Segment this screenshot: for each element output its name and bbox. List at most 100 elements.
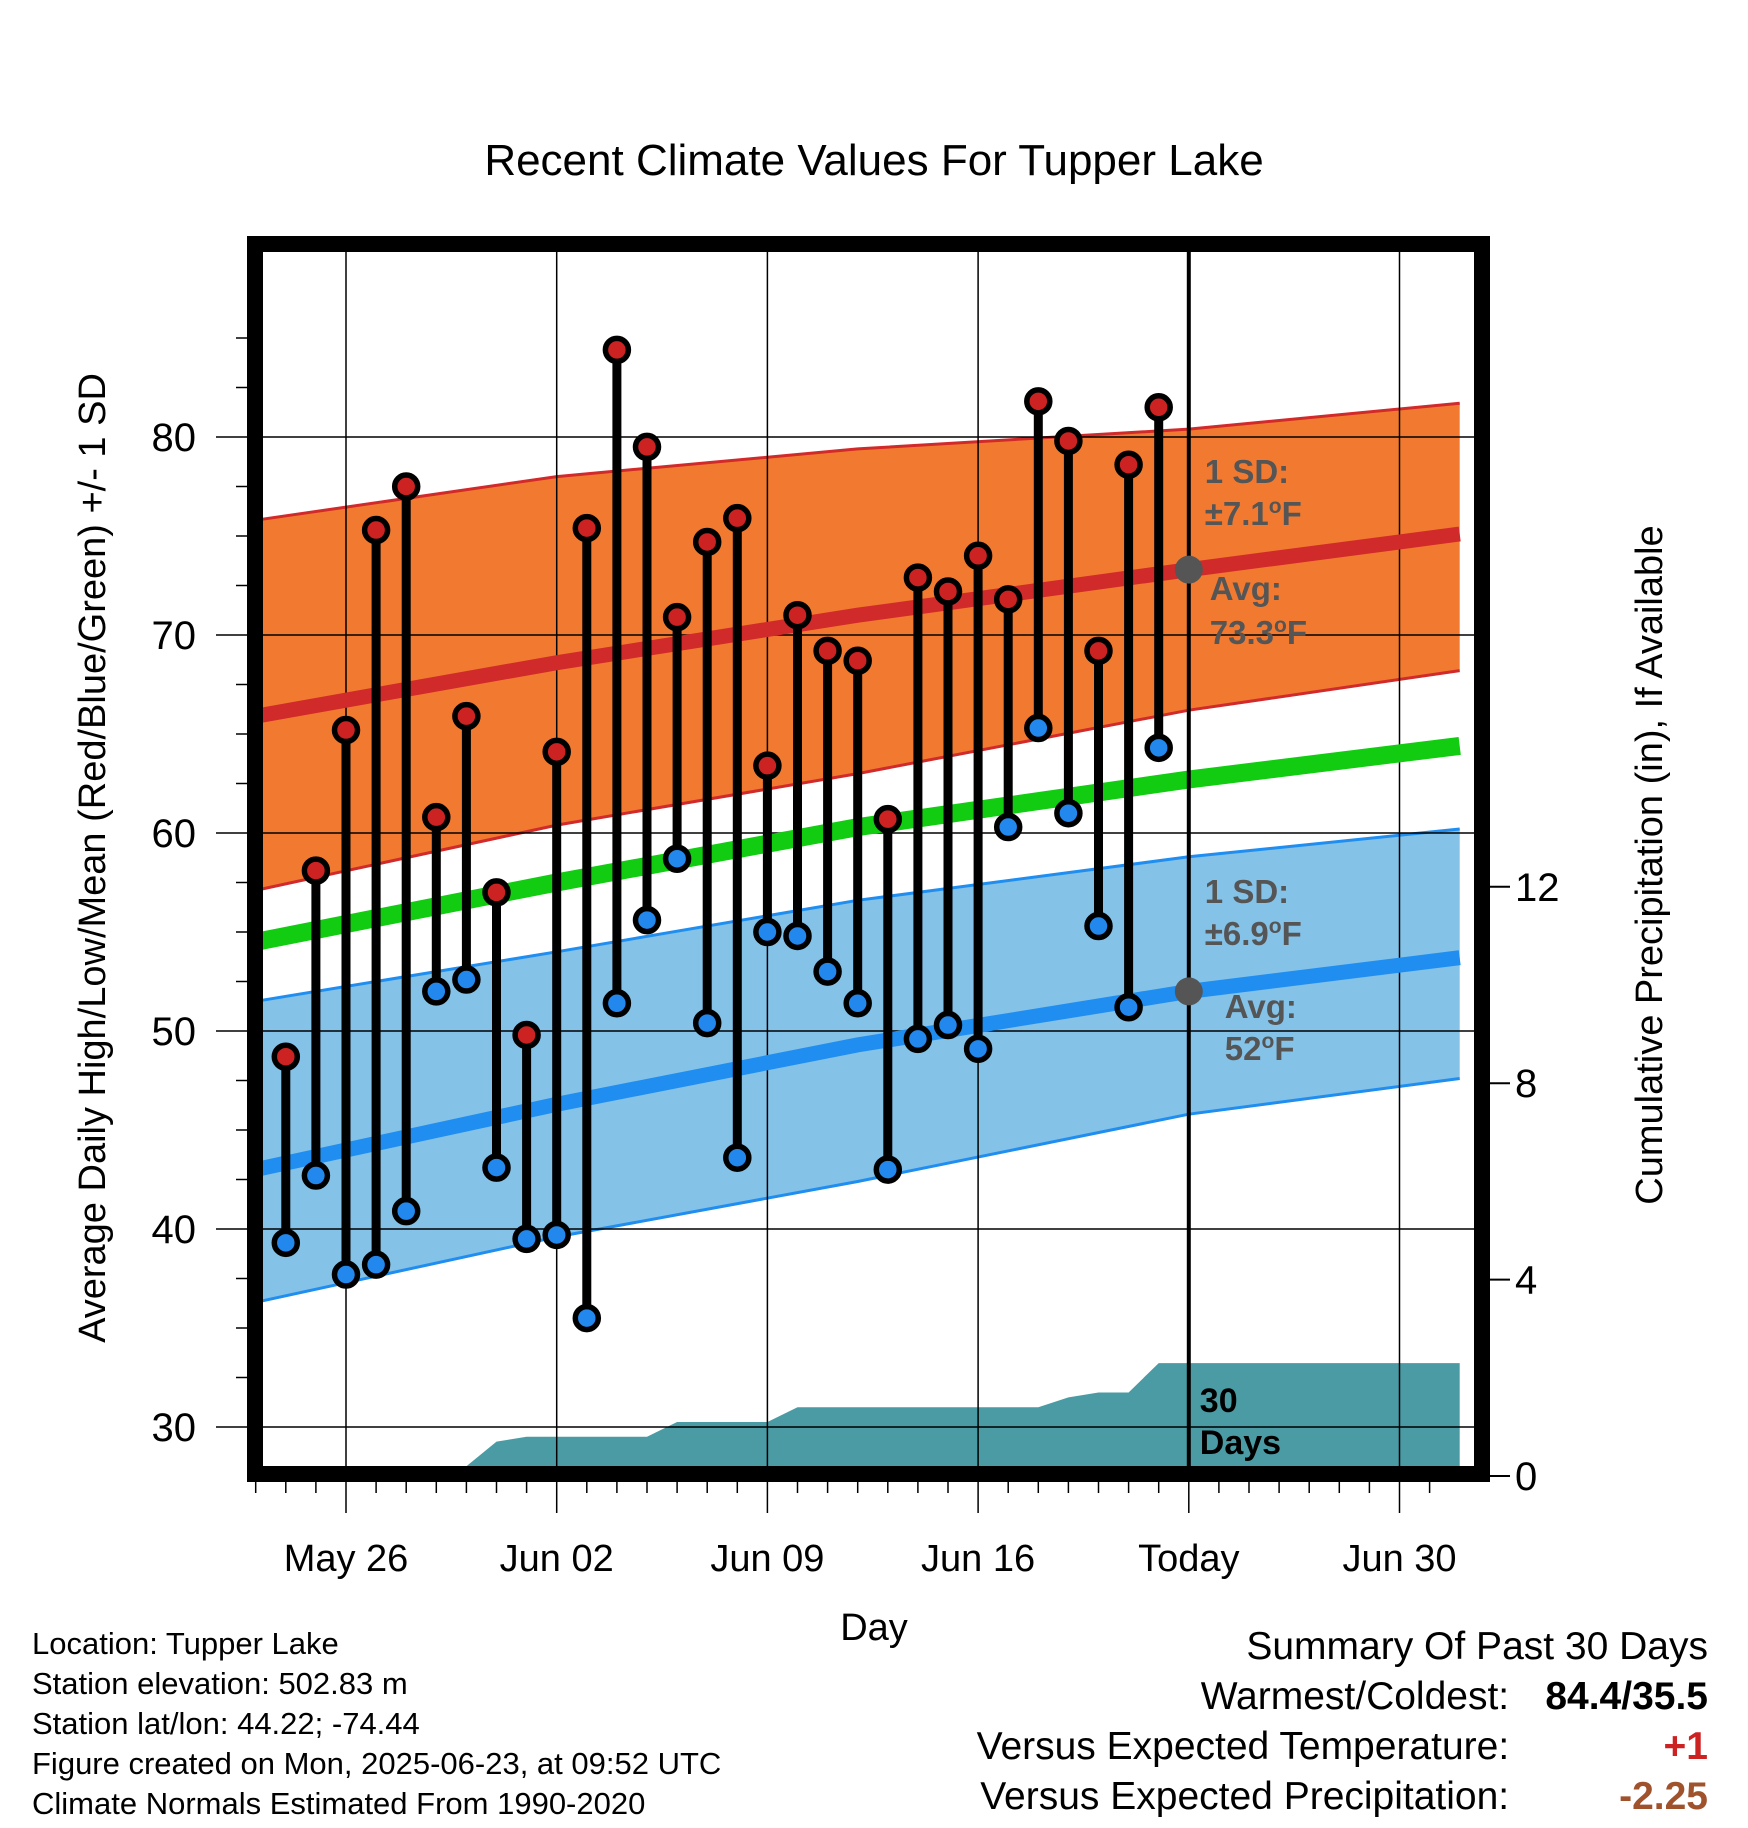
y-tick-label: 50 — [152, 1010, 197, 1054]
obs-high-point — [963, 541, 993, 571]
obs-high-point — [452, 701, 481, 731]
y2-axis-label: Cumulative Precipitation (in), If Availa… — [1629, 525, 1671, 1204]
high-sd-upper-line — [255, 401, 1460, 522]
y-tick-label: 70 — [152, 614, 197, 658]
obs-low-point — [602, 989, 632, 1018]
obs-low-point — [512, 1224, 541, 1254]
x-tick-label: Jun 09 — [710, 1538, 824, 1580]
obs-low-point — [662, 844, 692, 873]
obs-high-point — [422, 802, 451, 832]
y2-tick-label: 4 — [1515, 1259, 1537, 1303]
plot-content: 1 SD: ±7.1oF Avg: 73.3oF 1 SD: ±6.9oF Avg: 52oF… — [255, 244, 1482, 1474]
x-tick-label: Jun 30 — [1342, 1538, 1456, 1580]
x-tick-label: May 26 — [284, 1538, 409, 1580]
high-sd-label: 1 SD: — [1205, 453, 1289, 490]
x-axis-label: Day — [840, 1607, 908, 1649]
obs-low-point — [723, 1143, 752, 1172]
summary-precip-value: -2.25 — [1619, 1775, 1708, 1818]
obs-high-point — [1024, 387, 1053, 416]
low-sd-value: ±6.9oF — [1205, 915, 1302, 952]
obs-low-point — [903, 1024, 933, 1054]
info-latlon: Station lat/lon: 44.22; -74.44 — [32, 1706, 420, 1741]
info-elevation: Station elevation: 502.83 m — [32, 1666, 408, 1701]
obs-low-point — [692, 1008, 722, 1038]
high-sd-value: ±7.1oF — [1205, 495, 1302, 532]
avg-high-line — [255, 526, 1461, 724]
obs-high-point — [542, 737, 571, 767]
obs-low-point — [933, 1010, 963, 1040]
y-tick-label: 30 — [152, 1406, 197, 1450]
summary-precip-row: Versus Expected Precipitation: -2.25 — [977, 1772, 1708, 1822]
plot-area: 1 SD: ±7.1oF Avg: 73.3oF 1 SD: ±6.9oF Avg: 52oF… — [255, 244, 1482, 1474]
obs-low-point — [1024, 713, 1053, 743]
low-sd-label: 1 SD: — [1205, 873, 1289, 910]
obs-high-point — [1114, 450, 1143, 479]
obs-low-point — [361, 1250, 391, 1279]
y-tick-label: 60 — [152, 812, 197, 856]
chart-title: Recent Climate Values For Tupper Lake — [484, 136, 1263, 185]
obs-low-point — [1114, 992, 1143, 1022]
y2-tick-label: 0 — [1515, 1455, 1537, 1499]
obs-low-point — [753, 917, 782, 947]
axes: 30 40 50 60 70 80 0 4 8 12 May 26 Jun 02 Jun 09 Jun 1… — [152, 236, 1560, 1580]
obs-high-point — [271, 1042, 301, 1071]
obs-high-point — [813, 636, 842, 666]
x-tick-label: Today — [1138, 1538, 1239, 1580]
plot-frame — [247, 236, 1490, 1482]
obs-high-point — [933, 577, 963, 606]
obs-low-point — [331, 1260, 361, 1289]
obs-low-point — [963, 1034, 993, 1064]
obs-high-point — [361, 515, 391, 545]
info-location: Location: Tupper Lake — [32, 1626, 339, 1661]
x-tick-label: Jun 16 — [921, 1538, 1035, 1580]
obs-low-point — [783, 921, 812, 951]
high-avg-label: Avg: — [1210, 570, 1282, 607]
obs-high-point — [843, 646, 872, 675]
low-avg-label: Avg: — [1225, 988, 1297, 1025]
obs-high-point — [753, 751, 782, 780]
avg-low-line — [255, 950, 1461, 1177]
obs-low-point — [542, 1220, 571, 1250]
obs-high-point — [993, 585, 1023, 614]
obs-high-point — [783, 600, 812, 630]
low-avg-value: 52oF — [1225, 1030, 1295, 1067]
obs-low-point — [1144, 733, 1173, 763]
precip-area — [388, 1363, 1460, 1474]
days-label-line2: Days — [1200, 1424, 1281, 1462]
obs-high-point — [301, 856, 331, 885]
obs-low-point — [391, 1196, 421, 1226]
obs-high-point — [331, 715, 361, 745]
today-avg-low-marker — [1174, 977, 1203, 1006]
y-tick-label: 80 — [152, 416, 197, 460]
y2-tick-label: 12 — [1515, 866, 1560, 910]
obs-high-point — [391, 472, 421, 501]
info-normals: Climate Normals Estimated From 1990-2020 — [32, 1786, 646, 1821]
obs-low-point — [843, 989, 872, 1018]
summary-title: Summary Of Past 30 Days — [1246, 1625, 1708, 1668]
obs-high-point — [1144, 393, 1173, 422]
obs-low-point — [271, 1228, 301, 1258]
obs-high-point — [903, 563, 933, 592]
obs-low-point — [993, 812, 1023, 842]
obs-high-point — [602, 335, 632, 365]
y-axis-label: Average Daily High/Low/Mean (Red/Blue/Gr… — [72, 373, 114, 1343]
obs-low-point — [482, 1153, 511, 1182]
summary-temp-value: +1 — [1663, 1725, 1708, 1768]
summary-panel: Summary Of Past 30 Days Warmest/Coldest:… — [977, 1622, 1708, 1822]
obs-low-point — [301, 1161, 331, 1190]
x-tick-label: Jun 02 — [500, 1538, 614, 1580]
y-tick-label: 40 — [152, 1208, 197, 1252]
obs-high-point — [572, 513, 602, 543]
obs-high-point — [482, 878, 511, 907]
obs-high-point — [873, 804, 903, 834]
obs-high-point — [662, 602, 692, 632]
y2-tick-label: 8 — [1515, 1062, 1537, 1106]
obs-low-point — [813, 957, 842, 986]
obs-high-point — [1084, 636, 1113, 666]
obs-high-point — [692, 527, 722, 557]
obs-low-point — [452, 965, 481, 994]
low-sd-lower-line — [255, 1077, 1460, 1304]
station-info: Location: Tupper Lake Station elevation:… — [32, 1624, 721, 1824]
obs-high-point — [632, 432, 662, 462]
